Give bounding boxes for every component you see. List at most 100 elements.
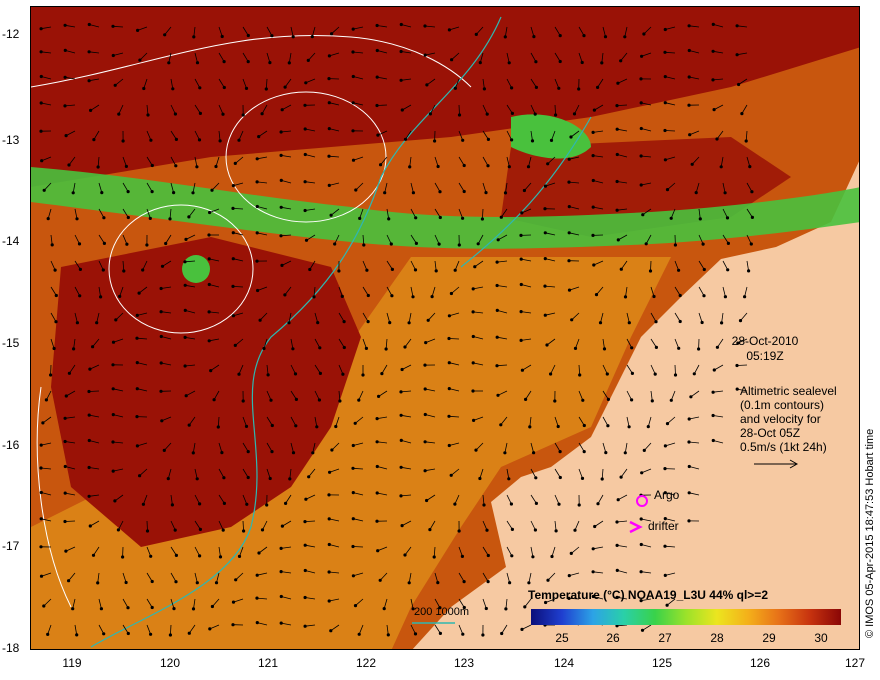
velocity-arrow-head [293, 372, 298, 376]
velocity-arrow [314, 338, 321, 348]
velocity-arrow [594, 104, 604, 111]
velocity-arrow [482, 598, 487, 609]
velocity-arrow-head [641, 213, 645, 217]
velocity-arrow-head [218, 555, 223, 559]
velocity-arrow-head [592, 263, 596, 267]
isobath-line [460, 116, 592, 268]
velocity-arrow [400, 494, 412, 497]
velocity-arrow-head [495, 335, 499, 339]
velocity-arrow [617, 128, 628, 132]
velocity-arrow [721, 312, 724, 323]
velocity-arrow-head [663, 158, 668, 162]
velocity-arrow-head [510, 138, 514, 142]
velocity-arrow-head [264, 87, 268, 91]
velocity-arrow-head [351, 27, 355, 31]
velocity-arrow [722, 208, 728, 219]
velocity-arrow-head [644, 242, 648, 246]
cool-band [31, 167, 859, 249]
colorbar-tick: 28 [710, 631, 724, 645]
velocity-arrow [98, 598, 102, 609]
velocity-arrow [602, 390, 609, 400]
velocity-arrow [568, 598, 580, 600]
velocity-arrow [386, 624, 389, 635]
velocity-arrow-head [598, 321, 603, 325]
velocity-arrow [194, 130, 200, 141]
velocity-arrow [218, 468, 225, 478]
velocity-arrow-head [174, 137, 178, 141]
velocity-arrow [122, 572, 127, 583]
velocity-arrow-head [221, 112, 225, 116]
velocity-arrow-head [639, 77, 643, 81]
velocity-arrow [601, 468, 604, 480]
sst-map [31, 7, 859, 649]
velocity-arrow-head [702, 267, 706, 272]
velocity-arrow-head [663, 50, 667, 54]
velocity-arrow [409, 156, 412, 167]
velocity-arrow-head [481, 633, 485, 637]
velocity-arrow [92, 338, 100, 347]
velocity-arrow-head [138, 58, 142, 62]
velocity-arrow [620, 260, 628, 270]
velocity-arrow-head [414, 241, 418, 245]
velocity-arrow [497, 336, 508, 340]
velocity-arrow-head [279, 621, 283, 625]
velocity-arrow-head [484, 191, 488, 195]
velocity-arrow-head [462, 189, 466, 194]
velocity-arrow [93, 546, 100, 556]
velocity-arrow-head [327, 542, 331, 547]
velocity-arrow-head [260, 528, 265, 532]
velocity-arrow [506, 546, 513, 556]
velocity-arrow-head [221, 528, 225, 532]
velocity-arrow [288, 52, 292, 63]
velocity-arrow [353, 492, 364, 496]
velocity-arrow [434, 572, 439, 583]
velocity-arrow-head [495, 283, 499, 288]
velocity-arrow-head [457, 113, 462, 117]
velocity-arrow-head [388, 321, 392, 325]
velocity-arrow-head [701, 242, 705, 246]
velocity-arrow [698, 312, 703, 323]
velocity-arrow-head [41, 421, 45, 425]
velocity-arrow [209, 624, 220, 630]
velocity-arrow [594, 520, 604, 527]
velocity-arrow-head [528, 425, 532, 429]
velocity-arrow [665, 442, 676, 447]
velocity-arrow [506, 78, 512, 89]
velocity-arrow-head [437, 242, 441, 246]
velocity-arrow-head [615, 520, 619, 524]
velocity-arrow-head [677, 268, 681, 272]
velocity-arrow [427, 312, 436, 321]
velocity-arrow-head [231, 314, 235, 318]
velocity-arrow [450, 468, 460, 476]
velocity-arrow [164, 442, 172, 451]
velocity-arrow [311, 26, 316, 37]
velocity-arrow [693, 364, 700, 374]
velocity-arrow-head [743, 295, 747, 299]
velocity-arrow [454, 494, 460, 505]
velocity-arrow-head [317, 398, 321, 402]
velocity-arrow-head [39, 101, 43, 105]
velocity-arrow [89, 24, 100, 28]
velocity-arrow-head [63, 439, 67, 444]
velocity-arrow-head [520, 368, 524, 372]
velocity-arrow [530, 546, 534, 557]
velocity-arrow [458, 182, 465, 192]
velocity-arrow-head [291, 347, 295, 351]
velocity-arrow-head [630, 398, 634, 402]
velocity-arrow-head [237, 138, 241, 142]
velocity-arrow [477, 234, 484, 244]
velocity-arrow [386, 260, 393, 270]
velocity-arrow [314, 312, 319, 323]
velocity-arrow-head [149, 138, 153, 142]
argo-label: Argo [654, 488, 680, 502]
velocity-arrow-head [91, 553, 96, 557]
velocity-arrow-head [615, 208, 619, 212]
velocity-arrow [64, 104, 76, 107]
velocity-arrow-head [303, 208, 307, 213]
velocity-arrow [43, 182, 52, 191]
velocity-arrow-head [88, 367, 92, 371]
velocity-arrow-head [544, 600, 548, 605]
velocity-arrow-head [486, 580, 490, 584]
velocity-arrow-head [447, 314, 451, 318]
x-tick-label: 124 [553, 656, 575, 670]
